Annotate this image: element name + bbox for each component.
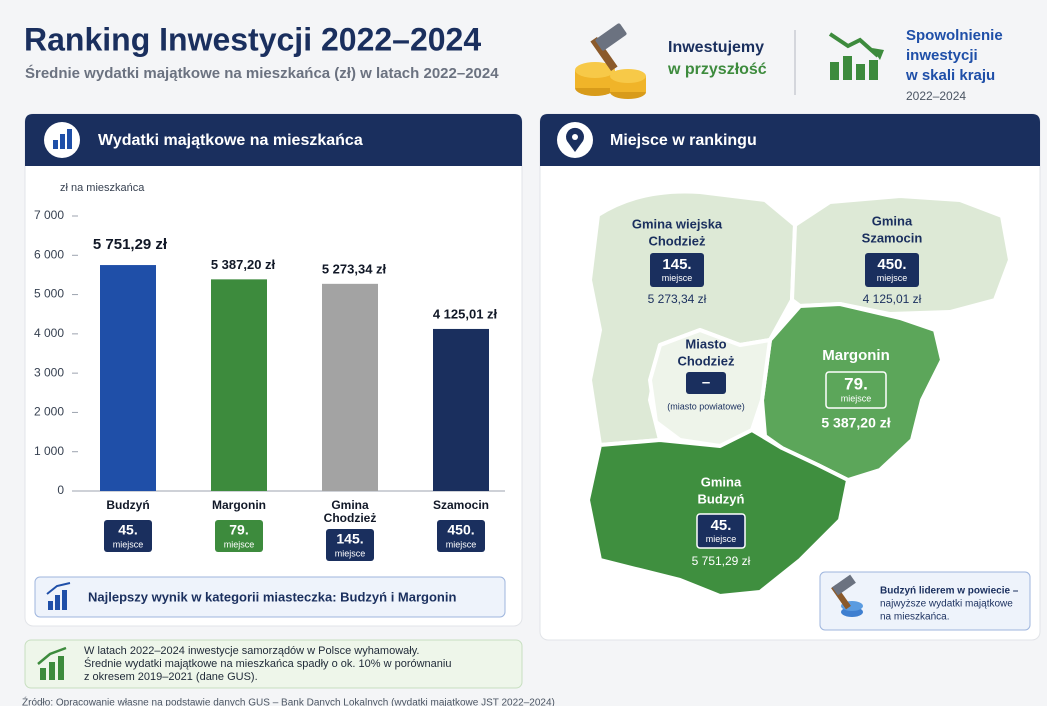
rank-number: 45. xyxy=(118,522,137,538)
region-budzyn xyxy=(586,428,850,598)
rank-number: 45. xyxy=(711,517,732,534)
highlight-text: Spowolnienie xyxy=(906,27,1003,44)
footer-note: Średnie wydatki majątkowe na mieszkańca … xyxy=(84,657,451,670)
y-tick-label: 7 000 xyxy=(34,208,64,222)
rank-number: 145. xyxy=(336,531,363,547)
x-tick-label: Gmina xyxy=(331,498,369,512)
rank-label: miejsce xyxy=(877,273,908,283)
footer-note-box xyxy=(24,639,523,689)
legend-icon xyxy=(831,574,863,617)
note-icon xyxy=(46,582,71,610)
rank-label: miejsce xyxy=(335,548,366,558)
rank-number: 79. xyxy=(229,522,248,538)
highlight-text: inwestycji xyxy=(906,47,978,64)
panel-title: Wydatki majątkowe na mieszkańca xyxy=(98,132,363,149)
map-legend: Budzyń liderem w powiecie – xyxy=(880,586,1019,597)
region-value: 5 751,29 zł xyxy=(692,554,751,568)
region-note: (miasto powiatowe) xyxy=(667,401,745,411)
value-label: 4 125,01 zł xyxy=(433,306,498,321)
region-name: Margonin xyxy=(822,347,890,364)
region-name: Budzyń xyxy=(698,491,745,506)
rank-number: 79. xyxy=(844,374,868,393)
region-value: 4 125,01 zł xyxy=(863,292,922,306)
rank-number: – xyxy=(702,374,710,391)
y-tick-label: 4 000 xyxy=(34,326,64,340)
bar xyxy=(322,283,378,491)
rank-label: miejsce xyxy=(113,539,144,549)
bar xyxy=(100,265,156,491)
map-legend: najwyższe wydatki majątkowe xyxy=(880,599,1013,610)
rank-badge xyxy=(650,253,704,287)
y-tick-label: 5 000 xyxy=(34,287,64,301)
rank-label: miejsce xyxy=(446,539,477,549)
y-tick-label: 6 000 xyxy=(34,247,64,261)
x-tick-label: Szamocin xyxy=(433,498,489,512)
region-name: Gmina wiejska xyxy=(632,216,723,231)
panel-title: Miejsce w rankingu xyxy=(610,132,757,149)
value-label: 5 387,20 zł xyxy=(211,257,276,272)
rank-badge xyxy=(696,513,746,549)
x-tick-label: Chodzież xyxy=(324,511,377,525)
region-name: Gmina xyxy=(872,213,913,228)
y-tick-label: 1 000 xyxy=(34,444,64,458)
title: Ranking Inwestycji 2022–2024 xyxy=(24,21,481,57)
y-tick-label: 0 xyxy=(57,483,64,497)
x-tick-label: Budzyń xyxy=(106,498,149,512)
region-name: Chodzież xyxy=(648,233,706,248)
footer-icon xyxy=(37,646,67,680)
rank-badge xyxy=(215,520,263,552)
map-legend-box xyxy=(819,571,1031,631)
value-label: 5 751,29 zł xyxy=(93,236,168,253)
rank-badge xyxy=(104,520,152,552)
footer-note: z okresem 2019–2021 (dane GUS). xyxy=(84,671,258,683)
footer-note: W latach 2022–2024 inwestycje samorządów… xyxy=(84,645,419,657)
panel-header xyxy=(25,114,522,166)
coins-icon xyxy=(575,23,646,99)
rank-label: miejsce xyxy=(662,273,693,283)
region-name: Chodzież xyxy=(677,353,735,368)
y-tick-label: 2 000 xyxy=(34,405,64,419)
rank-badge xyxy=(825,371,887,409)
pin-dot xyxy=(572,134,578,140)
highlight-text: w skali kraju xyxy=(905,67,995,84)
rank-number: 145. xyxy=(662,256,691,273)
decline-icon xyxy=(828,32,884,80)
rank-badge xyxy=(326,529,374,561)
highlight-text: w przyszłość xyxy=(667,61,767,78)
rank-badge xyxy=(686,372,726,394)
bar xyxy=(433,328,489,491)
rank-number: 450. xyxy=(877,256,906,273)
bar xyxy=(211,279,267,491)
rank-number: 450. xyxy=(447,522,474,538)
highlight-text: Inwestujemy xyxy=(668,39,764,56)
rank-label: miejsce xyxy=(224,539,255,549)
chart-note-box xyxy=(34,576,506,618)
highlight-period: 2022–2024 xyxy=(906,89,966,103)
rank-badge xyxy=(865,253,919,287)
region-name: Szamocin xyxy=(862,230,923,245)
y-axis-label: zł na mieszkańca xyxy=(60,182,145,194)
rank-label: miejsce xyxy=(841,394,872,404)
map-legend: na mieszkańca. xyxy=(880,612,949,623)
region-value: 5 387,20 zł xyxy=(821,415,890,431)
panel-header xyxy=(540,114,1040,166)
x-tick-label: Margonin xyxy=(212,498,266,512)
y-tick-label: 3 000 xyxy=(34,365,64,379)
rank-label: miejsce xyxy=(706,534,737,544)
value-label: 5 273,34 zł xyxy=(322,261,387,276)
rank-badge xyxy=(437,520,485,552)
source: Źródło: Opracowanie własne na podstawie … xyxy=(22,696,555,706)
bar-chart: 0 1 000 2 000 3 000 4 000 5 000 6 000 7 000 Budz… xyxy=(34,208,505,561)
region-value: 5 273,34 zł xyxy=(648,292,707,306)
bars-icon xyxy=(53,129,72,149)
region-name: Miasto xyxy=(685,336,726,351)
subtitle: Średnie wydatki majątkowe na mieszkańca … xyxy=(25,64,499,82)
region-name: Gmina xyxy=(701,474,742,489)
chart-note: Najlepszy wynik w kategorii miasteczka: … xyxy=(88,589,456,604)
